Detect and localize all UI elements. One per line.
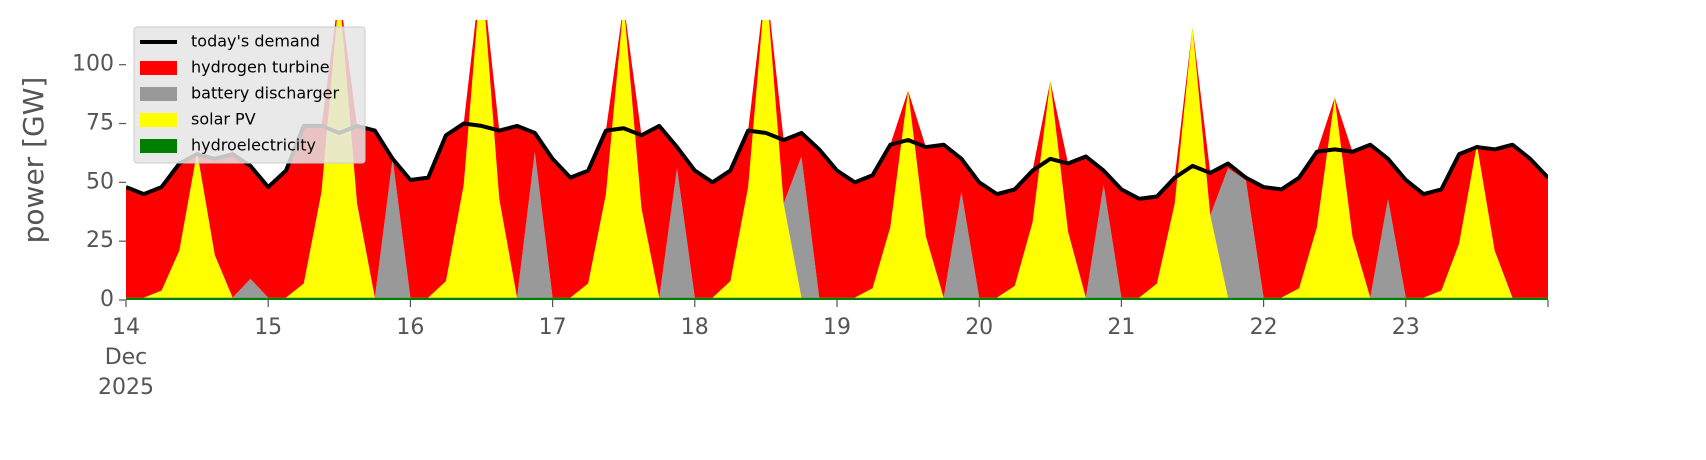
x-tick-label: 20: [965, 315, 993, 340]
x-tick-label: 16: [396, 315, 424, 340]
x-tick-label: 21: [1107, 315, 1135, 340]
x-tick-label: 17: [539, 315, 567, 340]
x-tick-label: 18: [681, 315, 709, 340]
legend-label: today's demand: [191, 32, 320, 51]
legend-swatch: [140, 61, 177, 75]
legend-label: hydroelectricity: [191, 136, 316, 155]
x-tick-label: 14 Dec 2025: [98, 315, 154, 400]
legend-swatch: [140, 87, 177, 101]
x-tick-label: 19: [823, 315, 851, 340]
y-tick-label: 75: [86, 111, 114, 136]
y-tick-label: 25: [86, 228, 114, 253]
legend-box: [133, 26, 366, 164]
area: [126, 20, 1548, 298]
legend-swatch: [140, 113, 177, 127]
x-tick-label: 23: [1392, 315, 1420, 340]
legend-label: solar PV: [191, 110, 256, 129]
x-tick-label: 15: [254, 315, 282, 340]
legend-swatch: [140, 139, 177, 153]
area: [126, 20, 1548, 298]
area: [126, 297, 1548, 300]
y-axis-label: power [GW]: [17, 77, 50, 244]
x-tick-label: 22: [1250, 315, 1278, 340]
legend-label: hydrogen turbine: [191, 58, 330, 77]
y-tick-label: 0: [100, 287, 114, 312]
legend-label: battery discharger: [191, 84, 339, 103]
y-tick-label: 50: [86, 169, 114, 194]
y-tick-label: 100: [72, 52, 114, 77]
